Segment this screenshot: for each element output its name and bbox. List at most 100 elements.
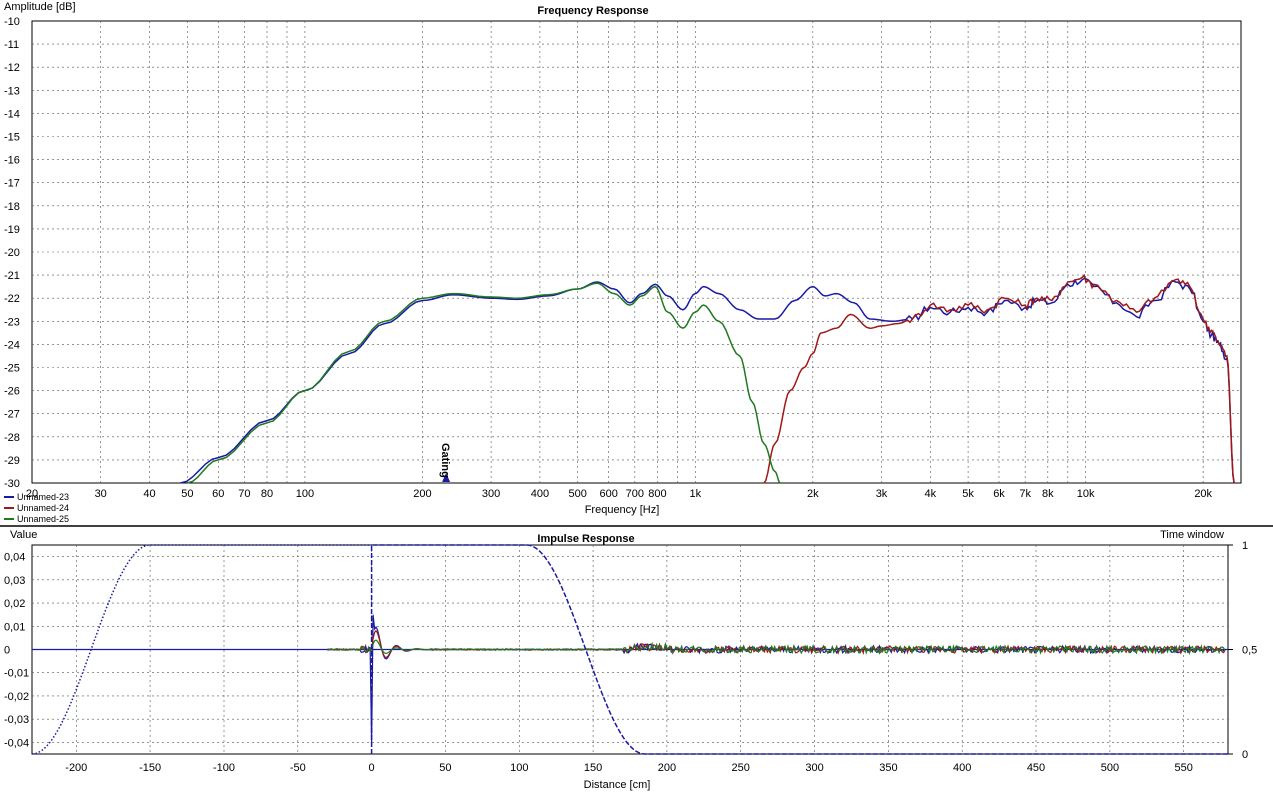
fr-y-tick-label: -29 (4, 455, 20, 467)
ir-x-tick-label: 100 (510, 762, 528, 774)
legend-entry-3[interactable]: Unnamed-25 (17, 514, 69, 524)
fr-x-tick-label: 200 (413, 488, 431, 500)
fr-x-tick-label: 800 (648, 488, 666, 500)
ir-x-axis-label: Distance [cm] (584, 779, 651, 791)
impulse-response-chart: 0,040,030,020,010-0,01-0,02-0,03-0,04 10… (4, 529, 1257, 791)
ir-y-tick-label: 0,01 (4, 621, 25, 633)
fr-x-tick-label: 400 (531, 488, 549, 500)
fr-y-tick-label: -30 (4, 478, 20, 490)
ir-y-tick-label: -0,01 (4, 668, 29, 680)
post-window-curve[interactable] (370, 544, 1228, 755)
fr-x-tick-label: 7k (1019, 488, 1031, 500)
ir-y2-axis-label: Time window (1160, 529, 1224, 541)
fr-x-tick-label: 20k (1194, 488, 1212, 500)
fr-y-tick-label: -16 (4, 155, 20, 167)
fr-y-tick-label: -27 (4, 409, 20, 421)
ir-x-tick-label: 0 (369, 762, 375, 774)
fr-y-tick-label: -24 (4, 339, 20, 351)
fr-x-tick-label: 500 (569, 488, 587, 500)
legend-entry-1[interactable]: Unnamed-23 (17, 492, 69, 502)
ir-y-tick-label: 0,04 (4, 552, 25, 564)
ir-y-axis-label: Value (10, 529, 37, 541)
fr-x-tick-label: 40 (143, 488, 155, 500)
fr-x-tick-label: 60 (212, 488, 224, 500)
fr-x-tick-label: 3k (876, 488, 888, 500)
ir-x-tick-label: 550 (1175, 762, 1193, 774)
ir-x-tick-label: 300 (805, 762, 823, 774)
ir-y-ticks: 0,04 0,03 0,02 0,01 0 -0,01 -0,02 -0,03 -0,04 (4, 552, 29, 750)
fr-series-2[interactable] (763, 273, 1235, 484)
ir-x-tick-label: 500 (1101, 762, 1119, 774)
ir-x-tick-label: 450 (1027, 762, 1045, 774)
fr-y-tick-label: -21 (4, 270, 20, 282)
ir-x-tick-label: 150 (584, 762, 602, 774)
ir-x-tick-label: -50 (290, 762, 306, 774)
fr-series-group (180, 273, 1235, 484)
ir-y-tick-label: -0,04 (4, 737, 29, 749)
fr-x-tick-label: 5k (962, 488, 974, 500)
fr-x-axis-label: Frequency [Hz] (585, 504, 660, 516)
ir-x-tick-label: 200 (658, 762, 676, 774)
ir-x-tick-label: -100 (213, 762, 235, 774)
fr-x-tick-label: 300 (482, 488, 500, 500)
ir-y-tick-label: -0,03 (4, 714, 29, 726)
fr-x-tick-label: 600 (600, 488, 618, 500)
fr-x-tick-label: 700 (626, 488, 644, 500)
ir-x-tick-label: 400 (953, 762, 971, 774)
ir-y2-tick-label: 0,5 (1242, 645, 1257, 657)
fr-y-tick-label: -15 (4, 132, 20, 144)
fr-x-tick-label: 8k (1042, 488, 1054, 500)
gating-marker[interactable]: Gating (439, 443, 451, 482)
ir-y2-tick-label: 1 (1242, 540, 1248, 552)
fr-y-axis-label: Amplitude [dB] (4, 1, 76, 13)
fr-x-tick-label: 2k (807, 488, 819, 500)
fr-y-tick-label: -25 (4, 363, 20, 375)
fr-y-tick-label: -10 (4, 16, 20, 28)
fr-y-tick-label: -18 (4, 201, 20, 213)
fr-x-tick-label: 100 (296, 488, 314, 500)
ir-y2-tick-label: 0 (1242, 749, 1248, 761)
time-window-curves[interactable] (31, 544, 1228, 755)
ir-x-tick-label: 350 (879, 762, 897, 774)
fr-x-tick-label: 30 (95, 488, 107, 500)
fr-y-tick-label: -23 (4, 316, 20, 328)
fr-y-tick-label: -13 (4, 85, 20, 97)
fr-x-tick-label: 80 (261, 488, 273, 500)
fr-y-tick-label: -22 (4, 293, 20, 305)
legend-entry-2[interactable]: Unnamed-24 (17, 503, 69, 513)
ir-y-tick-label: 0 (4, 645, 10, 657)
ir-title: Impulse Response (537, 533, 634, 545)
fr-y-tick-label: -12 (4, 62, 20, 74)
ir-series-group (32, 614, 1228, 743)
legend: Unnamed-23 Unnamed-24 Unnamed-25 (4, 492, 69, 524)
fr-x-tick-label: 10k (1077, 488, 1095, 500)
fr-y-tick-label: -17 (4, 178, 20, 190)
pre-window-curve[interactable] (31, 544, 372, 755)
fr-y-tick-label: -19 (4, 224, 20, 236)
fr-series-1[interactable] (180, 277, 1235, 484)
fr-title: Frequency Response (537, 5, 648, 17)
gating-label: Gating (439, 443, 451, 478)
fr-x-tick-label: 4k (924, 488, 936, 500)
fr-series-3[interactable] (187, 282, 781, 484)
ir-y-tick-label: 0,02 (4, 598, 25, 610)
frequency-response-chart: -10 -11 -12 -13 -14 -15 -16 -17 -18 -19 -20 -21 -22 -… (4, 1, 1242, 524)
ir-y-tick-label: -0,02 (4, 691, 29, 703)
ir-x-tick-label: 50 (439, 762, 451, 774)
fr-x-ticks: 20 30 40 50 60 70 80 100 200 300 400 500 600 700 800 1k… (26, 488, 1213, 500)
ir-y-tick-label: 0,03 (4, 575, 25, 587)
ir-series-3[interactable] (327, 639, 1226, 656)
ir-x-tick-label: -200 (65, 762, 87, 774)
fr-y-tick-label: -14 (4, 108, 20, 120)
gating-arrow-icon[interactable] (442, 473, 451, 482)
fr-y-tick-label: -28 (4, 432, 20, 444)
ir-x-ticks: -200 -150 -100 -50 0 50 100 150 200 250 300 350 400 4… (65, 762, 1193, 774)
ir-x-tick-label: 250 (732, 762, 750, 774)
fr-y-tick-label: -20 (4, 247, 20, 259)
fr-y-ticks: -10 -11 -12 -13 -14 -15 -16 -17 -18 -19 -20 -21 -22 -… (4, 16, 20, 490)
fr-x-tick-label: 70 (238, 488, 250, 500)
fr-x-tick-label: 50 (181, 488, 193, 500)
fr-x-tick-label: 20 (26, 488, 38, 500)
